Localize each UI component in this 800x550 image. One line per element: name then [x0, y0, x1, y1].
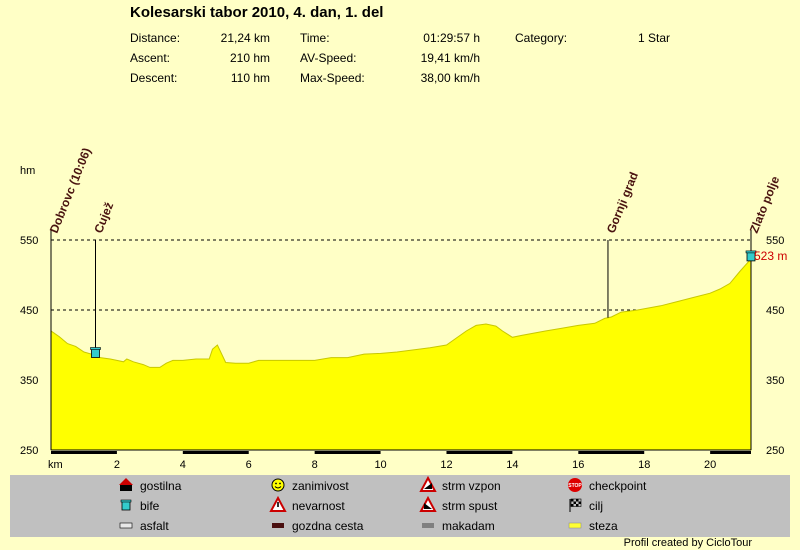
y-tick-label-left: 250 [20, 445, 38, 457]
legend-label: asfalt [140, 519, 169, 533]
avspeed-label: AV-Speed: [300, 51, 357, 65]
x-tick-label: 12 [440, 459, 452, 471]
x-tick-label: 20 [704, 459, 716, 471]
y-tick-label-right: 450 [766, 305, 784, 317]
road-segment [446, 451, 513, 454]
time-label: Time: [300, 31, 330, 45]
y-tick-label-left: 550 [20, 235, 38, 247]
road-segment [314, 451, 381, 454]
legend-label: makadam [442, 519, 495, 533]
x-tick-label: 8 [312, 459, 318, 471]
ascent-label: Ascent: [130, 51, 171, 65]
x-tick-label: 2 [114, 459, 120, 471]
time-value: 01:29:57 h [423, 31, 480, 45]
legend-box [10, 475, 790, 537]
category-value: 1 Star [637, 31, 670, 45]
x-tick-label: 4 [180, 459, 186, 471]
x-tick-label: 10 [374, 459, 386, 471]
ascent-value: 210 hm [229, 51, 270, 65]
avspeed-value: 19,41 km/h [420, 51, 480, 65]
steep-up-icon [419, 475, 437, 492]
cup-icon [90, 347, 101, 358]
legend-label: gostilna [140, 479, 182, 493]
smiley-icon [271, 478, 285, 492]
warning-icon [269, 495, 287, 512]
waypoint-label: Gornji grad [604, 170, 641, 235]
trail-swatch-icon [568, 522, 582, 529]
svg-text:STOP: STOP [568, 483, 582, 489]
waypoint-label: Dobrovc (10:06) [47, 146, 94, 235]
gravel-swatch-icon [422, 523, 434, 528]
legend-label: zanimivost [292, 479, 349, 493]
distance-value: 21,24 km [220, 31, 270, 45]
credit-text: Profil created by CicloTour [623, 537, 752, 549]
cup-icon [120, 499, 132, 511]
legend-label: bife [140, 499, 160, 513]
y-tick-label-right: 250 [766, 445, 784, 457]
descent-value: 110 hm [230, 71, 270, 85]
waypoint-label: Zlato polje [747, 174, 783, 235]
x-tick-label: 18 [638, 459, 650, 471]
end-elevation-label: 523 m [754, 249, 787, 263]
legend-label: strm vzpon [442, 479, 501, 493]
x-tick-label: 14 [506, 459, 518, 471]
distance-label: Distance: [130, 31, 181, 45]
x-tick-label: 16 [572, 459, 584, 471]
descent-label: Descent: [130, 71, 178, 85]
y-tick-label-left: 350 [20, 375, 38, 387]
stop-icon: STOP [568, 478, 582, 492]
legend-label: checkpoint [589, 479, 647, 493]
road-segment [51, 451, 117, 454]
category-label: Category: [515, 31, 568, 45]
legend-label: steza [589, 519, 618, 533]
legend-label: strm spust [442, 499, 498, 513]
waypoint-label: Cujež [91, 200, 116, 235]
legend-label: gozdna cesta [292, 519, 364, 533]
road-segment [710, 451, 751, 454]
y-tick-label-left: 450 [20, 305, 38, 317]
y-tick-label-right: 550 [766, 235, 784, 247]
x-tick-label: 6 [246, 459, 252, 471]
maxspeed-label: Max-Speed: [300, 71, 365, 85]
road-segment [182, 451, 249, 454]
maxspeed-value: 38,00 km/h [420, 71, 480, 85]
y-axis-unit: hm [20, 165, 35, 177]
legend-label: cilj [589, 499, 603, 513]
asphalt-swatch-icon [119, 522, 133, 529]
legend: gostilna zanimivost strm vzpon STOP checkpoi… [119, 475, 647, 533]
legend-label: nevarnost [292, 499, 345, 513]
elevation-profile-area [50, 257, 752, 451]
page-title: Kolesarski tabor 2010, 4. dan, 1. del [130, 4, 384, 21]
steep-down-icon [419, 495, 437, 512]
road-segment [578, 451, 645, 454]
checkered-flag-icon [569, 498, 582, 512]
forest-road-swatch-icon [272, 523, 284, 528]
gostilna-icon [119, 478, 133, 491]
x-axis-unit: km [48, 459, 63, 471]
y-tick-label-right: 350 [766, 375, 784, 387]
